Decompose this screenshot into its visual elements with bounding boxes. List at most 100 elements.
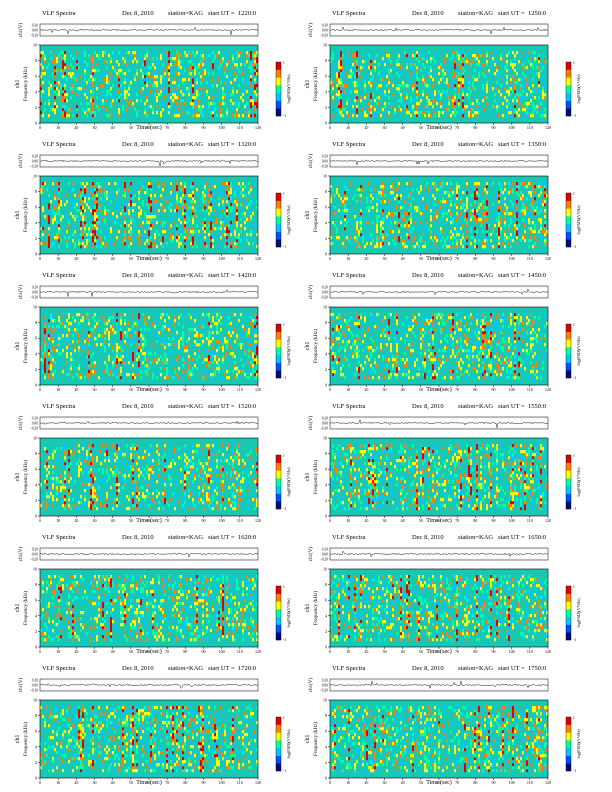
spectrogram-cell	[232, 197, 234, 201]
spectrogram-cell	[130, 215, 132, 219]
spectrogram-cell	[536, 66, 538, 70]
spectrogram-cell	[182, 72, 184, 76]
spectrogram-cell	[234, 221, 236, 225]
spectrogram-cell	[78, 367, 80, 371]
spectrogram-cell	[254, 361, 256, 365]
spectrogram-cell	[184, 87, 186, 91]
spectrogram-cell	[526, 239, 528, 243]
spectrogram-cell	[80, 194, 82, 198]
spectrogram-cell	[364, 114, 366, 118]
spectrogram-cell	[504, 96, 506, 100]
spectrogram-cell	[42, 367, 44, 371]
spectrogram-cell	[50, 313, 52, 317]
spectrogram-cell	[44, 340, 46, 344]
spectrogram-cell	[516, 221, 518, 225]
spectrogram-cell	[246, 81, 248, 85]
spectrogram-cell	[74, 242, 76, 246]
spectrogram-cell	[104, 346, 106, 350]
spectrogram-cell	[356, 239, 358, 243]
spectrogram-cell	[544, 191, 546, 195]
spectrogram-cell	[490, 239, 492, 243]
spectrogram-cell	[210, 331, 212, 335]
spectrogram-cell	[546, 242, 548, 246]
spectrogram-cell	[378, 84, 380, 88]
spectrogram-cell	[56, 81, 58, 85]
voltage-tick-label: 0.20	[322, 286, 328, 290]
spectrogram-cell	[212, 51, 214, 55]
spectrogram-cell	[220, 337, 222, 341]
spectrogram-cell	[170, 233, 172, 237]
spectrogram-cell	[342, 72, 344, 76]
spectrogram-cell	[188, 200, 190, 204]
spectrogram-cell	[406, 105, 408, 109]
spectrogram-cell	[194, 102, 196, 106]
spectrogram-cell	[110, 227, 112, 231]
spectrogram-cell	[250, 87, 252, 91]
spectrogram-cell	[252, 78, 254, 82]
spectrogram-cell	[178, 69, 180, 73]
spectrogram-cell	[150, 212, 152, 216]
spectrogram-cell	[256, 60, 258, 64]
spectrogram-cell	[230, 60, 232, 64]
spectrogram-cell	[246, 218, 248, 222]
spectrogram-cell	[74, 200, 76, 204]
spectrogram-cell	[86, 200, 88, 204]
spectrogram-cell	[418, 102, 420, 106]
spectrogram-cell	[234, 328, 236, 332]
spectrogram-cell	[446, 236, 448, 240]
spectrogram-cell	[426, 224, 428, 228]
spectrogram-cell	[84, 90, 86, 94]
spectrogram-cell	[446, 191, 448, 195]
spectrogram-cell	[214, 221, 216, 225]
spectrogram-cell	[534, 63, 536, 67]
spectrogram-cell	[256, 105, 258, 109]
spectrogram-cell	[516, 203, 518, 207]
spectrogram-cell	[240, 191, 242, 195]
spectrogram-cell	[140, 337, 142, 341]
spectrogram-cell	[542, 63, 544, 67]
spectrogram-cell	[230, 203, 232, 207]
spectrogram-cell	[156, 361, 158, 365]
spectrogram-cell	[440, 96, 442, 100]
spectrogram-cell	[522, 63, 524, 67]
spectrogram-cell	[84, 188, 86, 192]
spectrogram-cell	[90, 328, 92, 332]
spectrogram-cell	[184, 373, 186, 377]
spectrogram-cell	[206, 337, 208, 341]
spectrogram-cell	[254, 334, 256, 338]
spectrogram-cell	[140, 212, 142, 216]
spectrogram-cell	[122, 349, 124, 353]
spectrogram-cell	[226, 114, 228, 118]
spectrogram-cell	[76, 63, 78, 67]
spectrogram-cell	[40, 99, 42, 103]
spectrogram-cell	[486, 230, 488, 234]
spectrogram-cell	[70, 51, 72, 55]
colorbar-segment	[566, 108, 571, 117]
spectrogram-cell	[56, 212, 58, 216]
spectrogram-cell	[118, 96, 120, 100]
spectrogram-cell	[256, 87, 258, 91]
spectrogram-cell	[126, 361, 128, 365]
spectrogram-cell	[190, 337, 192, 341]
spectrogram-cell	[468, 81, 470, 85]
spectrogram-cell	[186, 87, 188, 91]
spectrogram-cell	[202, 227, 204, 231]
spectrogram-cell	[212, 108, 214, 112]
spectrogram-cell	[150, 361, 152, 365]
spectrogram-cell	[524, 96, 526, 100]
spectrogram-cell	[332, 96, 334, 100]
spectrogram-cell	[70, 108, 72, 112]
spectrogram-cell	[194, 325, 196, 329]
spectrogram-cell	[86, 203, 88, 207]
spectrogram-cell	[348, 51, 350, 55]
spectrogram-cell	[440, 239, 442, 243]
spectrogram-cell	[348, 188, 350, 192]
spectrogram-cell	[122, 105, 124, 109]
spectrogram-cell	[178, 93, 180, 97]
spectrogram-cell	[82, 319, 84, 323]
spectrogram-cell	[434, 182, 436, 186]
spectrogram-cell	[434, 221, 436, 225]
spectrogram-cell	[214, 358, 216, 362]
spectrogram-cell	[86, 316, 88, 320]
spectrogram-cell	[388, 75, 390, 79]
